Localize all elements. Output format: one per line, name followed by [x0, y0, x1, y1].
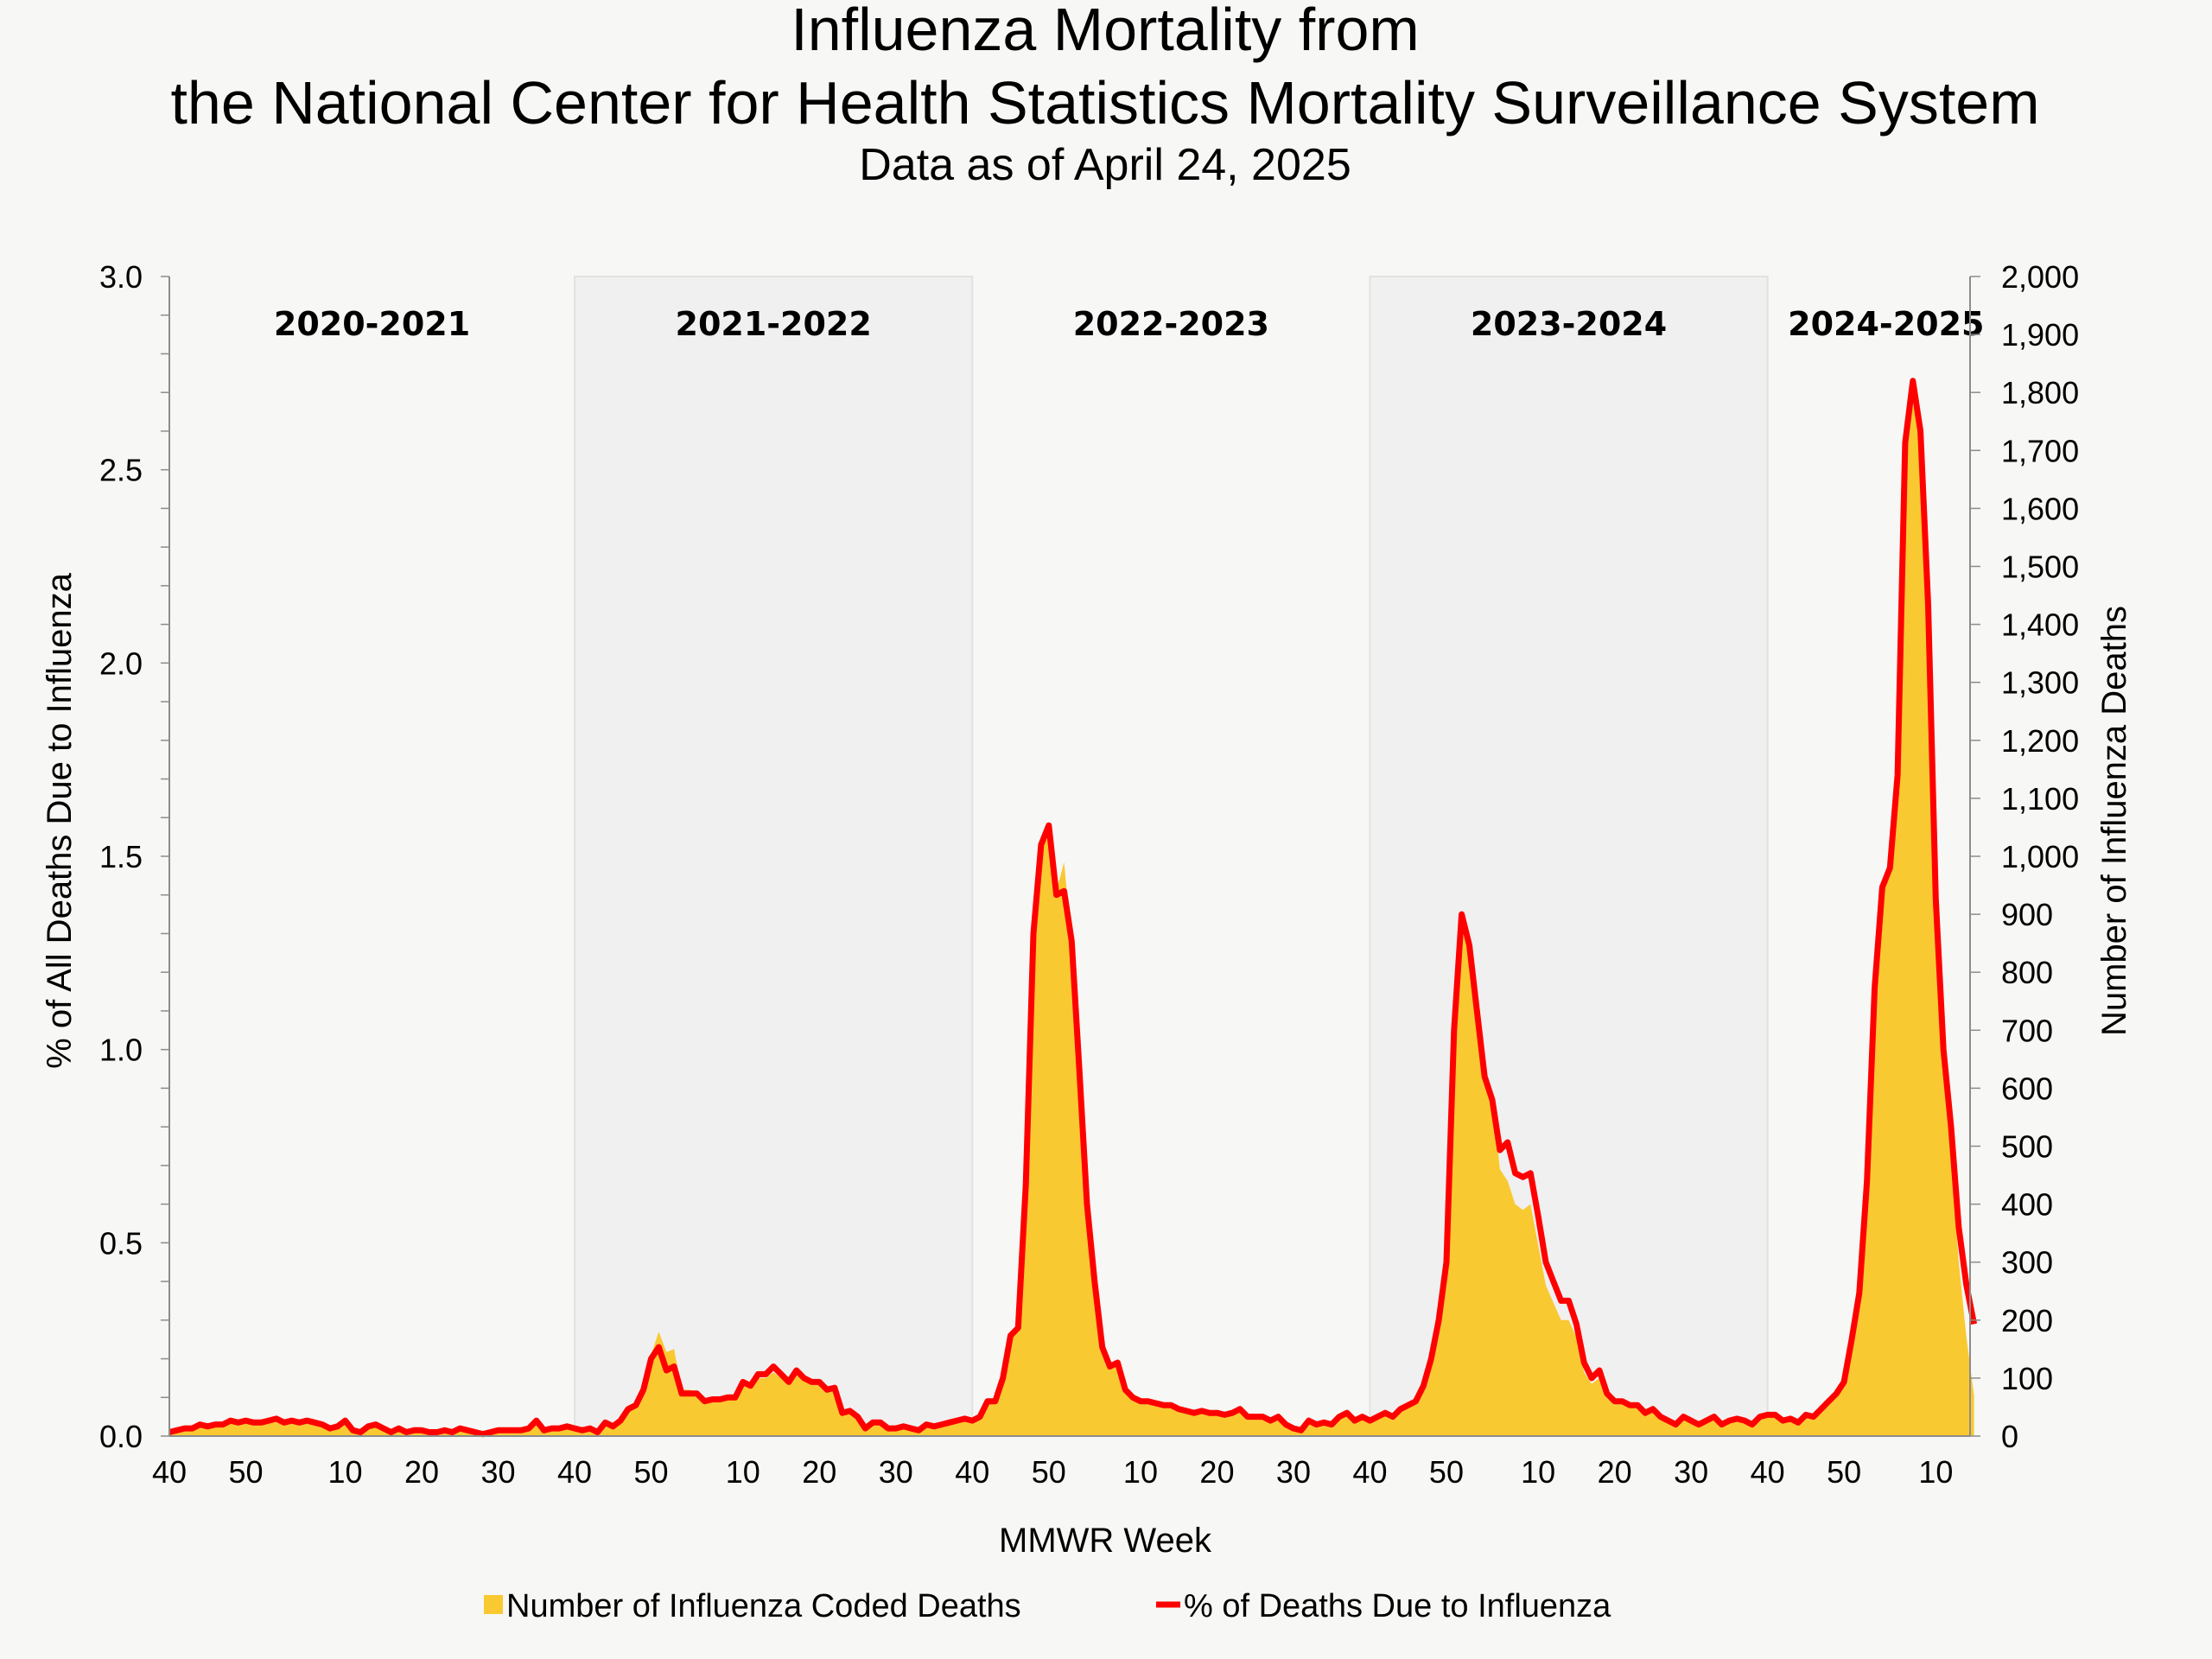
season-label: 2020-2021: [274, 305, 470, 343]
y-right-tick-label: 1,400: [2001, 607, 2079, 643]
x-tick-label: 40: [557, 1454, 592, 1490]
x-tick-label: 10: [1521, 1454, 1555, 1490]
y-right-tick-label: 1,300: [2001, 665, 2079, 701]
x-axis-title: MMWR Week: [999, 1522, 1212, 1560]
y-right-tick-label: 300: [2001, 1245, 2053, 1281]
y-right-tick-label: 1,900: [2001, 317, 2079, 353]
y-right-tick-label: 1,800: [2001, 375, 2079, 410]
x-tick-label: 40: [1751, 1454, 1785, 1490]
season-label: 2024-2025: [1788, 305, 1984, 343]
x-tick-label: 50: [228, 1454, 263, 1490]
x-tick-label: 30: [481, 1454, 516, 1490]
y-right-tick-label: 800: [2001, 955, 2053, 990]
legend: Number of Influenza Coded Deaths % of De…: [484, 1588, 1611, 1624]
percent-line: [168, 378, 1978, 1438]
deaths-area: [169, 404, 1974, 1437]
legend-line-label: % of Deaths Due to Influenza: [1184, 1588, 1611, 1624]
x-tick-label: 40: [1352, 1454, 1387, 1490]
chart-title-line2: the National Center for Health Statistic…: [170, 69, 2039, 137]
y-left-tick-label: 3.0: [99, 259, 143, 295]
y-right-tick-label: 2,000: [2001, 259, 2079, 295]
legend-area-swatch: [484, 1595, 503, 1614]
y-axis-left-title: % of All Deaths Due to Influenza: [41, 572, 79, 1068]
x-tick-label: 30: [1674, 1454, 1708, 1490]
y-right-tick-label: 700: [2001, 1013, 2053, 1048]
season-label: 2021-2022: [676, 305, 872, 343]
y-left-tick-label: 1.5: [99, 839, 143, 874]
y-right-tick-label: 900: [2001, 897, 2053, 932]
legend-area-label: Number of Influenza Coded Deaths: [506, 1588, 1021, 1624]
x-tick-label: 20: [1199, 1454, 1234, 1490]
season-band-shaded: [574, 276, 974, 1437]
y-axis-right-title: Number of Influenza Deaths: [2095, 606, 2133, 1036]
axes: 0.0 0.5 1.0 1.5 2.0 2.5 3.0 0 100 200 300 400 500 600…: [99, 259, 2079, 1490]
x-tick-label: 50: [1827, 1454, 1861, 1490]
y-left-tick-label: 2.0: [99, 645, 143, 681]
x-tick-label: 50: [1429, 1454, 1464, 1490]
season-label: 2022-2023: [1073, 305, 1269, 343]
chart-title-line1: Influenza Mortality from: [791, 0, 1419, 63]
x-tick-label: 30: [879, 1454, 913, 1490]
y-right-tick-label: 600: [2001, 1071, 2053, 1106]
y-right-tick-label: 1,000: [2001, 839, 2079, 874]
x-tick-label: 10: [1123, 1454, 1158, 1490]
x-tick-label: 40: [955, 1454, 989, 1490]
y-left-tick-label: 0.0: [99, 1419, 143, 1454]
chart-subtitle: Data as of April 24, 2025: [859, 140, 1351, 190]
x-tick-label: 20: [1598, 1454, 1632, 1490]
y-right-tick-label: 1,100: [2001, 781, 2079, 817]
x-tick-label: 20: [404, 1454, 439, 1490]
x-tick-label: 50: [634, 1454, 669, 1490]
y-left-tick-label: 0.5: [99, 1225, 143, 1261]
x-tick-label: 50: [1032, 1454, 1066, 1490]
y-left-tick-label: 1.0: [99, 1033, 143, 1068]
x-tick-label: 40: [152, 1454, 187, 1490]
y-right-tick-label: 1,600: [2001, 491, 2079, 526]
season-bands: 2020-2021 2021-2022 2022-2023 2023-2024 2024…: [274, 276, 1984, 1437]
x-tick-label: 20: [802, 1454, 836, 1490]
y-right-tick-label: 200: [2001, 1303, 2053, 1338]
x-tick-label: 10: [328, 1454, 363, 1490]
x-tick-label: 10: [1918, 1454, 1953, 1490]
y-right-tick-label: 0: [2001, 1419, 2018, 1454]
y-right-tick-label: 400: [2001, 1187, 2053, 1223]
y-right-tick-label: 500: [2001, 1129, 2053, 1165]
season-band-shaded: [1369, 276, 1769, 1437]
y-right-tick-label: 1,700: [2001, 433, 2079, 468]
y-left-tick-label: 2.5: [99, 453, 143, 488]
deaths-area-series: [169, 404, 1974, 1437]
y-right-tick-label: 1,500: [2001, 550, 2079, 585]
season-label: 2023-2024: [1471, 305, 1667, 343]
x-tick-label: 10: [726, 1454, 760, 1490]
percent-line-series: [168, 378, 1978, 1438]
y-right-tick-label: 100: [2001, 1361, 2053, 1396]
y-right-tick-label: 1,200: [2001, 723, 2079, 759]
x-tick-label: 30: [1276, 1454, 1311, 1490]
